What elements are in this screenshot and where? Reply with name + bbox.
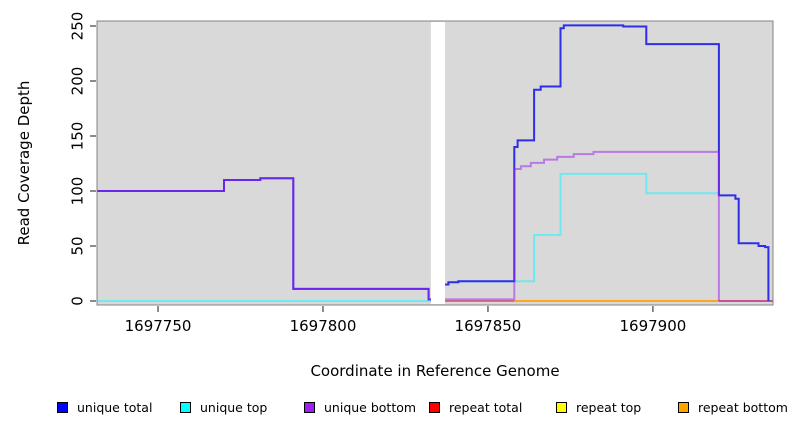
- plot-border: [96, 20, 774, 306]
- series-line-unique-bottom-1: [445, 150, 720, 301]
- y-tick-label-4: 200: [69, 67, 87, 96]
- x-tick-label-2: 1697850: [455, 317, 522, 335]
- y-tick-label-1: 50: [69, 236, 87, 255]
- y-tick-label-5: 250: [69, 12, 87, 41]
- no-data-gap: [430, 22, 446, 304]
- x-axis-title: Coordinate in Reference Genome: [310, 362, 560, 380]
- x-tick-label-1: 1697800: [290, 317, 357, 335]
- y-tick-label-0: 0: [69, 296, 87, 306]
- x-tick-label-3: 1697900: [620, 317, 687, 335]
- series-line-unique-bottom-0: [97, 177, 431, 301]
- y-tick-label-2: 100: [69, 177, 87, 206]
- y-axis-title: Read Coverage Depth: [15, 80, 33, 246]
- y-tick-label-3: 150: [69, 122, 87, 151]
- x-tick-label-0: 1697750: [125, 317, 192, 335]
